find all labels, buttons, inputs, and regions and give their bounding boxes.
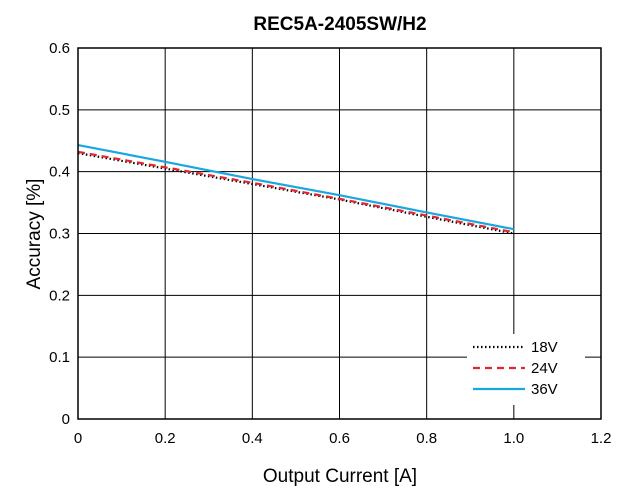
x-tick-label: 0.2 (155, 430, 176, 447)
y-tick-labels: 0 0.1 0.2 0.3 0.4 0.5 0.6 (49, 40, 70, 428)
series-line-24V (77, 150, 515, 234)
plot-frame (77, 47, 602, 420)
legend-label-24V: 24V (531, 360, 558, 377)
x-tick-label: 0.6 (329, 430, 350, 447)
grid (78, 48, 601, 419)
y-tick-label: 0.3 (49, 226, 70, 243)
legend: 18V 24V 36V (467, 334, 585, 405)
series-layer (77, 143, 515, 235)
y-axis-label: Accuracy [%] (24, 179, 45, 290)
legend-background (467, 334, 585, 405)
y-tick-label: 0.2 (49, 287, 70, 304)
x-tick-label: 0 (74, 430, 82, 447)
x-tick-label: 1.0 (503, 430, 524, 447)
legend-label-18V: 18V (531, 339, 558, 356)
y-tick-label: 0.5 (49, 102, 70, 119)
series-line-18V (77, 152, 515, 235)
x-axis-label: Output Current [A] (263, 466, 417, 487)
y-tick-label: 0.1 (49, 349, 70, 366)
x-tick-label: 0.4 (242, 430, 263, 447)
y-tick-label: 0.6 (49, 40, 70, 57)
x-tick-label: 1.2 (591, 430, 612, 447)
series-line-36V (77, 143, 515, 231)
y-tick-label: 0 (62, 411, 70, 428)
x-tick-label: 0.8 (416, 430, 437, 447)
chart-title: REC5A-2405SW/H2 (253, 14, 426, 35)
legend-label-36V: 36V (531, 381, 558, 398)
y-tick-label: 0.4 (49, 164, 70, 181)
x-tick-labels: 0 0.2 0.4 0.6 0.8 1.0 1.2 (74, 430, 612, 447)
